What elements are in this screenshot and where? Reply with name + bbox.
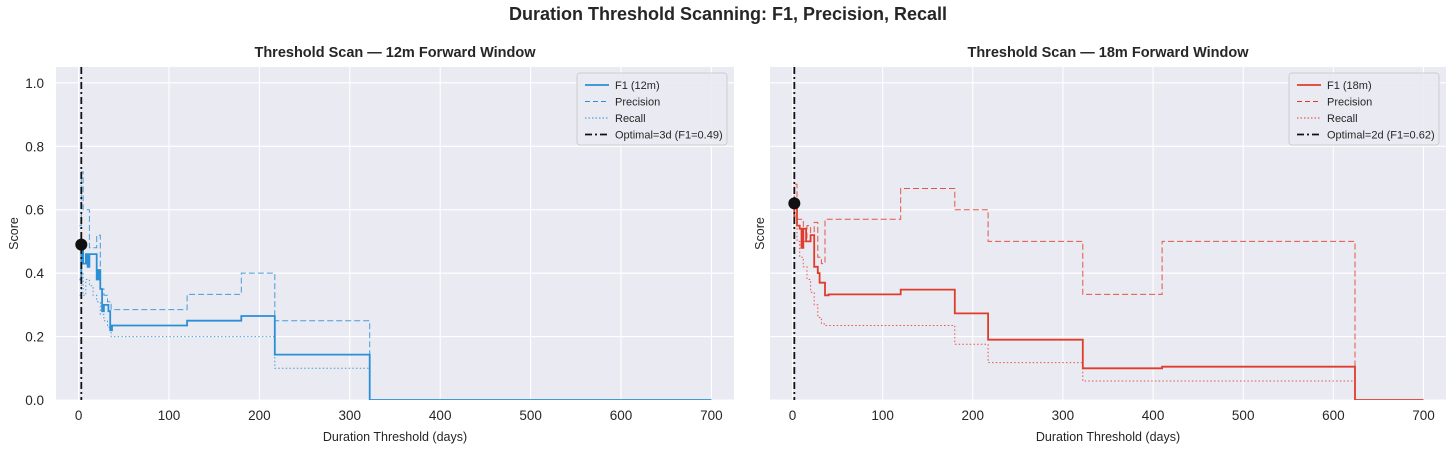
- x-tick-label: 700: [700, 408, 723, 423]
- series-line-solid: [79, 243, 712, 400]
- x-tick-label: 600: [1322, 408, 1345, 423]
- x-tick-label: 500: [519, 408, 542, 423]
- y-tick-label: 0.2: [25, 330, 44, 345]
- x-tick-label: 200: [248, 408, 271, 423]
- x-tick-label: 0: [789, 408, 797, 423]
- y-tick-label: 1.0: [25, 76, 44, 91]
- y-tick-label: 0.8: [25, 139, 44, 154]
- legend-label: Optimal=2d (F1=0.62): [1327, 130, 1435, 142]
- y-tick-label: 0.6: [25, 203, 44, 218]
- legend-box: [576, 72, 728, 146]
- panel-title: Threshold Scan — 12m Forward Window: [254, 45, 536, 61]
- y-tick-label: 0.0: [25, 393, 44, 408]
- x-axis-label: Duration Threshold (days): [323, 430, 467, 444]
- x-tick-label: 400: [429, 408, 452, 423]
- legend-label: Precision: [1327, 97, 1372, 109]
- legend-label: Recall: [1327, 113, 1358, 125]
- y-axis-label: Score: [753, 217, 767, 250]
- figure-title: Duration Threshold Scanning: F1, Precisi…: [508, 4, 948, 24]
- x-tick-label: 100: [158, 408, 181, 423]
- panel-title: Threshold Scan — 18m Forward Window: [967, 45, 1249, 61]
- panel-12m: 0 100 200 300 400 500 600 700 0.0 0.2 0.4 0.6 0.8 1.0…: [7, 45, 734, 444]
- x-tick-label: 0: [75, 408, 83, 423]
- panel-18m: 0 100 200 300 400 500 600 700 Threshold Scan — 1…: [753, 45, 1446, 444]
- x-tick-label: 300: [1052, 408, 1075, 423]
- legend-label: F1 (12m): [615, 80, 660, 92]
- series-line-dotted: [793, 209, 1424, 400]
- series-group: [79, 171, 712, 400]
- series-line-dashed: [793, 183, 1424, 400]
- legend-label: Recall: [615, 113, 646, 125]
- series-group: [793, 183, 1424, 400]
- legend-box: [1288, 72, 1440, 146]
- x-tick-label: 700: [1412, 408, 1435, 423]
- y-tick-label: 0.4: [25, 266, 44, 281]
- legend-label: Precision: [615, 97, 660, 109]
- x-tick-label: 500: [1232, 408, 1255, 423]
- series-line-dotted: [79, 272, 712, 400]
- x-axis-label: Duration Threshold (days): [1036, 430, 1180, 444]
- legend-label: Optimal=3d (F1=0.49): [615, 130, 723, 142]
- x-tick-label: 600: [610, 408, 633, 423]
- legend-label: F1 (18m): [1327, 80, 1372, 92]
- x-tick-label: 200: [962, 408, 985, 423]
- optimal-point-marker: [75, 238, 88, 251]
- x-tick-label: 300: [339, 408, 362, 423]
- optimal-point-marker: [788, 197, 801, 210]
- x-tick-label: 100: [871, 408, 894, 423]
- x-tick-label: 400: [1142, 408, 1165, 423]
- y-axis-label: Score: [7, 217, 21, 250]
- series-line-dashed: [79, 171, 712, 400]
- series-line-solid: [793, 202, 1424, 400]
